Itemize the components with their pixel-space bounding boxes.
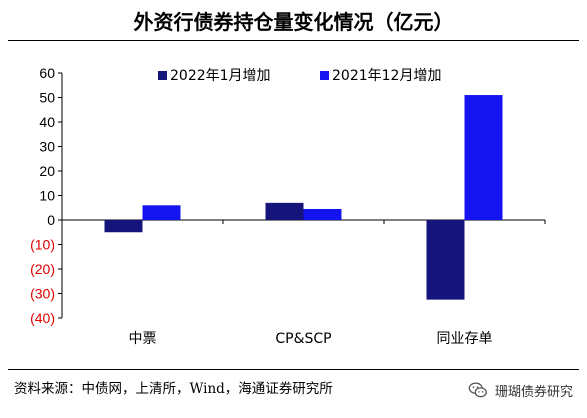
y-tick-label: (20) xyxy=(30,261,55,277)
chart-title: 外资行债券持仓量变化情况（亿元） xyxy=(133,10,454,34)
legend-label: 2021年12月增加 xyxy=(332,68,441,84)
x-category-label: 同业存单 xyxy=(437,331,493,347)
y-tick-label: 0 xyxy=(47,212,55,228)
footer-divider xyxy=(8,369,579,370)
bar xyxy=(464,95,503,220)
legend-swatch xyxy=(320,71,329,80)
x-category-label: 中票 xyxy=(129,331,157,347)
bar xyxy=(426,220,465,300)
watermark-text: 珊瑚债券研究 xyxy=(494,384,573,400)
y-tick-label: 10 xyxy=(39,188,55,204)
bar xyxy=(104,220,143,233)
wechat-icon xyxy=(468,382,487,398)
source-note: 资料来源：中债网，上清所，Wind，海通证券研究所 xyxy=(14,381,333,397)
legend-swatch xyxy=(158,71,167,80)
x-category-label: CP&SCP xyxy=(275,331,331,347)
y-tick-label: 30 xyxy=(39,139,55,155)
title-divider xyxy=(8,40,579,41)
bar xyxy=(265,202,304,220)
bar xyxy=(142,205,181,220)
y-tick-label: (40) xyxy=(30,310,55,326)
watermark: 珊瑚债券研究 xyxy=(467,379,573,401)
legend-label: 2022年1月增加 xyxy=(170,68,271,84)
y-tick-label: 20 xyxy=(39,163,55,179)
y-tick-label: 50 xyxy=(39,90,55,106)
y-tick-label: (30) xyxy=(30,286,55,302)
y-tick-label: (10) xyxy=(30,237,55,253)
bar xyxy=(303,208,342,220)
y-tick-label: 40 xyxy=(39,114,55,130)
y-tick-label: 60 xyxy=(39,65,55,81)
